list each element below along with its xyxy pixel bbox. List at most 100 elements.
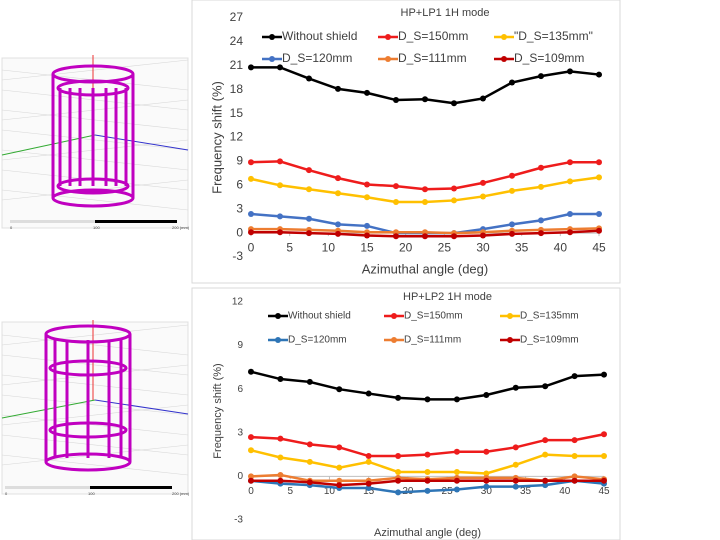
y-tick-label: 6 <box>237 384 243 395</box>
series-point <box>596 174 602 181</box>
series-point <box>336 477 343 484</box>
x-tick-label: 15 <box>360 240 374 254</box>
legend-label: D_S=120mm <box>288 335 347 346</box>
series-line <box>251 479 604 487</box>
legend-label: D_S=150mm <box>398 29 468 43</box>
series-point <box>365 458 372 465</box>
series-point <box>277 477 284 484</box>
series-point <box>512 477 519 484</box>
series-point <box>538 230 544 237</box>
y-tick-label: 15 <box>230 106 244 120</box>
series-point <box>571 437 578 444</box>
series-point <box>480 193 486 200</box>
series-point <box>483 483 490 490</box>
series-point <box>451 197 457 204</box>
series-point <box>596 227 602 234</box>
y-axis-label: Frequency shift (%) <box>212 363 224 458</box>
series-point <box>248 447 254 454</box>
x-tick-label: 40 <box>554 240 568 254</box>
series-point <box>571 473 578 480</box>
model-view: 0 100 200 (mm) <box>1 55 190 230</box>
chart-title: HP+LP2 1H mode <box>403 291 492 303</box>
x-tick-label: 10 <box>324 486 336 497</box>
x-tick-label: 30 <box>481 486 493 497</box>
legend-marker <box>385 34 391 40</box>
chart-frame <box>191 287 621 540</box>
series-point <box>393 233 399 240</box>
x-tick-label: 0 <box>248 486 254 497</box>
legend-marker <box>507 313 513 319</box>
series-point <box>365 477 372 484</box>
x-tick-label: 20 <box>399 240 413 254</box>
series-point <box>335 175 341 182</box>
y-tick-label: 24 <box>230 34 244 48</box>
y-tick-label: 12 <box>230 130 244 144</box>
series-point <box>596 210 602 217</box>
y-tick-label: 9 <box>236 154 243 168</box>
series-point <box>453 477 460 484</box>
series-point <box>277 471 284 478</box>
legend-label: D_S=109mm <box>520 335 579 346</box>
legend-marker <box>269 56 275 62</box>
series-point <box>335 190 341 197</box>
series-point <box>277 64 283 71</box>
y-tick-label: 12 <box>232 297 244 308</box>
series-point <box>601 477 607 484</box>
series-point <box>480 226 486 233</box>
series-point <box>483 448 490 455</box>
series-point <box>306 167 312 174</box>
legend-label: D_S=109mm <box>514 51 584 65</box>
y-tick-label: -3 <box>232 249 243 263</box>
series-line <box>250 473 605 483</box>
series-point <box>248 477 254 484</box>
series-point <box>422 233 428 240</box>
series-point <box>509 172 515 179</box>
model-view: 0 100 200 (mm) <box>1 320 190 496</box>
legend-label: Without shield <box>282 29 357 43</box>
series-point <box>596 159 602 166</box>
model-views: 0 100 200 (mm) 0 100 200 (mm) <box>1 55 190 496</box>
legend-label: "D_S=135mm" <box>514 29 593 43</box>
series-point <box>364 181 370 188</box>
series-point <box>277 158 283 165</box>
series-point <box>480 179 486 186</box>
series-point <box>601 453 607 460</box>
x-tick-label: 45 <box>598 486 610 497</box>
series-point <box>277 226 283 233</box>
series-point <box>248 159 254 166</box>
scale-label: 200 (mm) <box>172 491 190 496</box>
series-point <box>395 477 402 484</box>
series-point <box>277 229 283 236</box>
y-tick-label: 0 <box>237 471 243 482</box>
series-point <box>424 476 431 483</box>
series-line <box>251 229 600 238</box>
series-point <box>483 474 490 481</box>
series-point <box>306 226 312 233</box>
series-line <box>250 479 605 494</box>
chart-title: HP+LP1 1H mode <box>401 7 490 19</box>
chart: HP+LP2 1H mode -3 0 3 6 9 12 0 5 10 15 20 25 30 35 40 45… <box>191 287 621 540</box>
scale-label: 100 <box>93 225 100 230</box>
series-point <box>542 451 549 458</box>
series-point <box>453 486 460 493</box>
series-line <box>251 227 600 235</box>
scale-label: 0 <box>10 225 13 230</box>
series-point <box>336 464 343 471</box>
series-point <box>422 230 428 237</box>
legend-marker <box>275 337 281 343</box>
series-point <box>336 485 343 492</box>
series-point <box>335 227 341 234</box>
series-line <box>250 176 600 204</box>
series-point <box>538 164 544 171</box>
series-point <box>601 371 607 378</box>
series-point <box>480 232 486 239</box>
series-point <box>453 448 460 455</box>
series-point <box>395 453 402 460</box>
series-point <box>306 215 312 222</box>
series-line <box>250 212 599 235</box>
series-point <box>601 476 607 483</box>
series-point <box>453 469 460 476</box>
series-point <box>453 474 460 481</box>
series-point <box>509 79 515 86</box>
series-point <box>336 482 343 489</box>
